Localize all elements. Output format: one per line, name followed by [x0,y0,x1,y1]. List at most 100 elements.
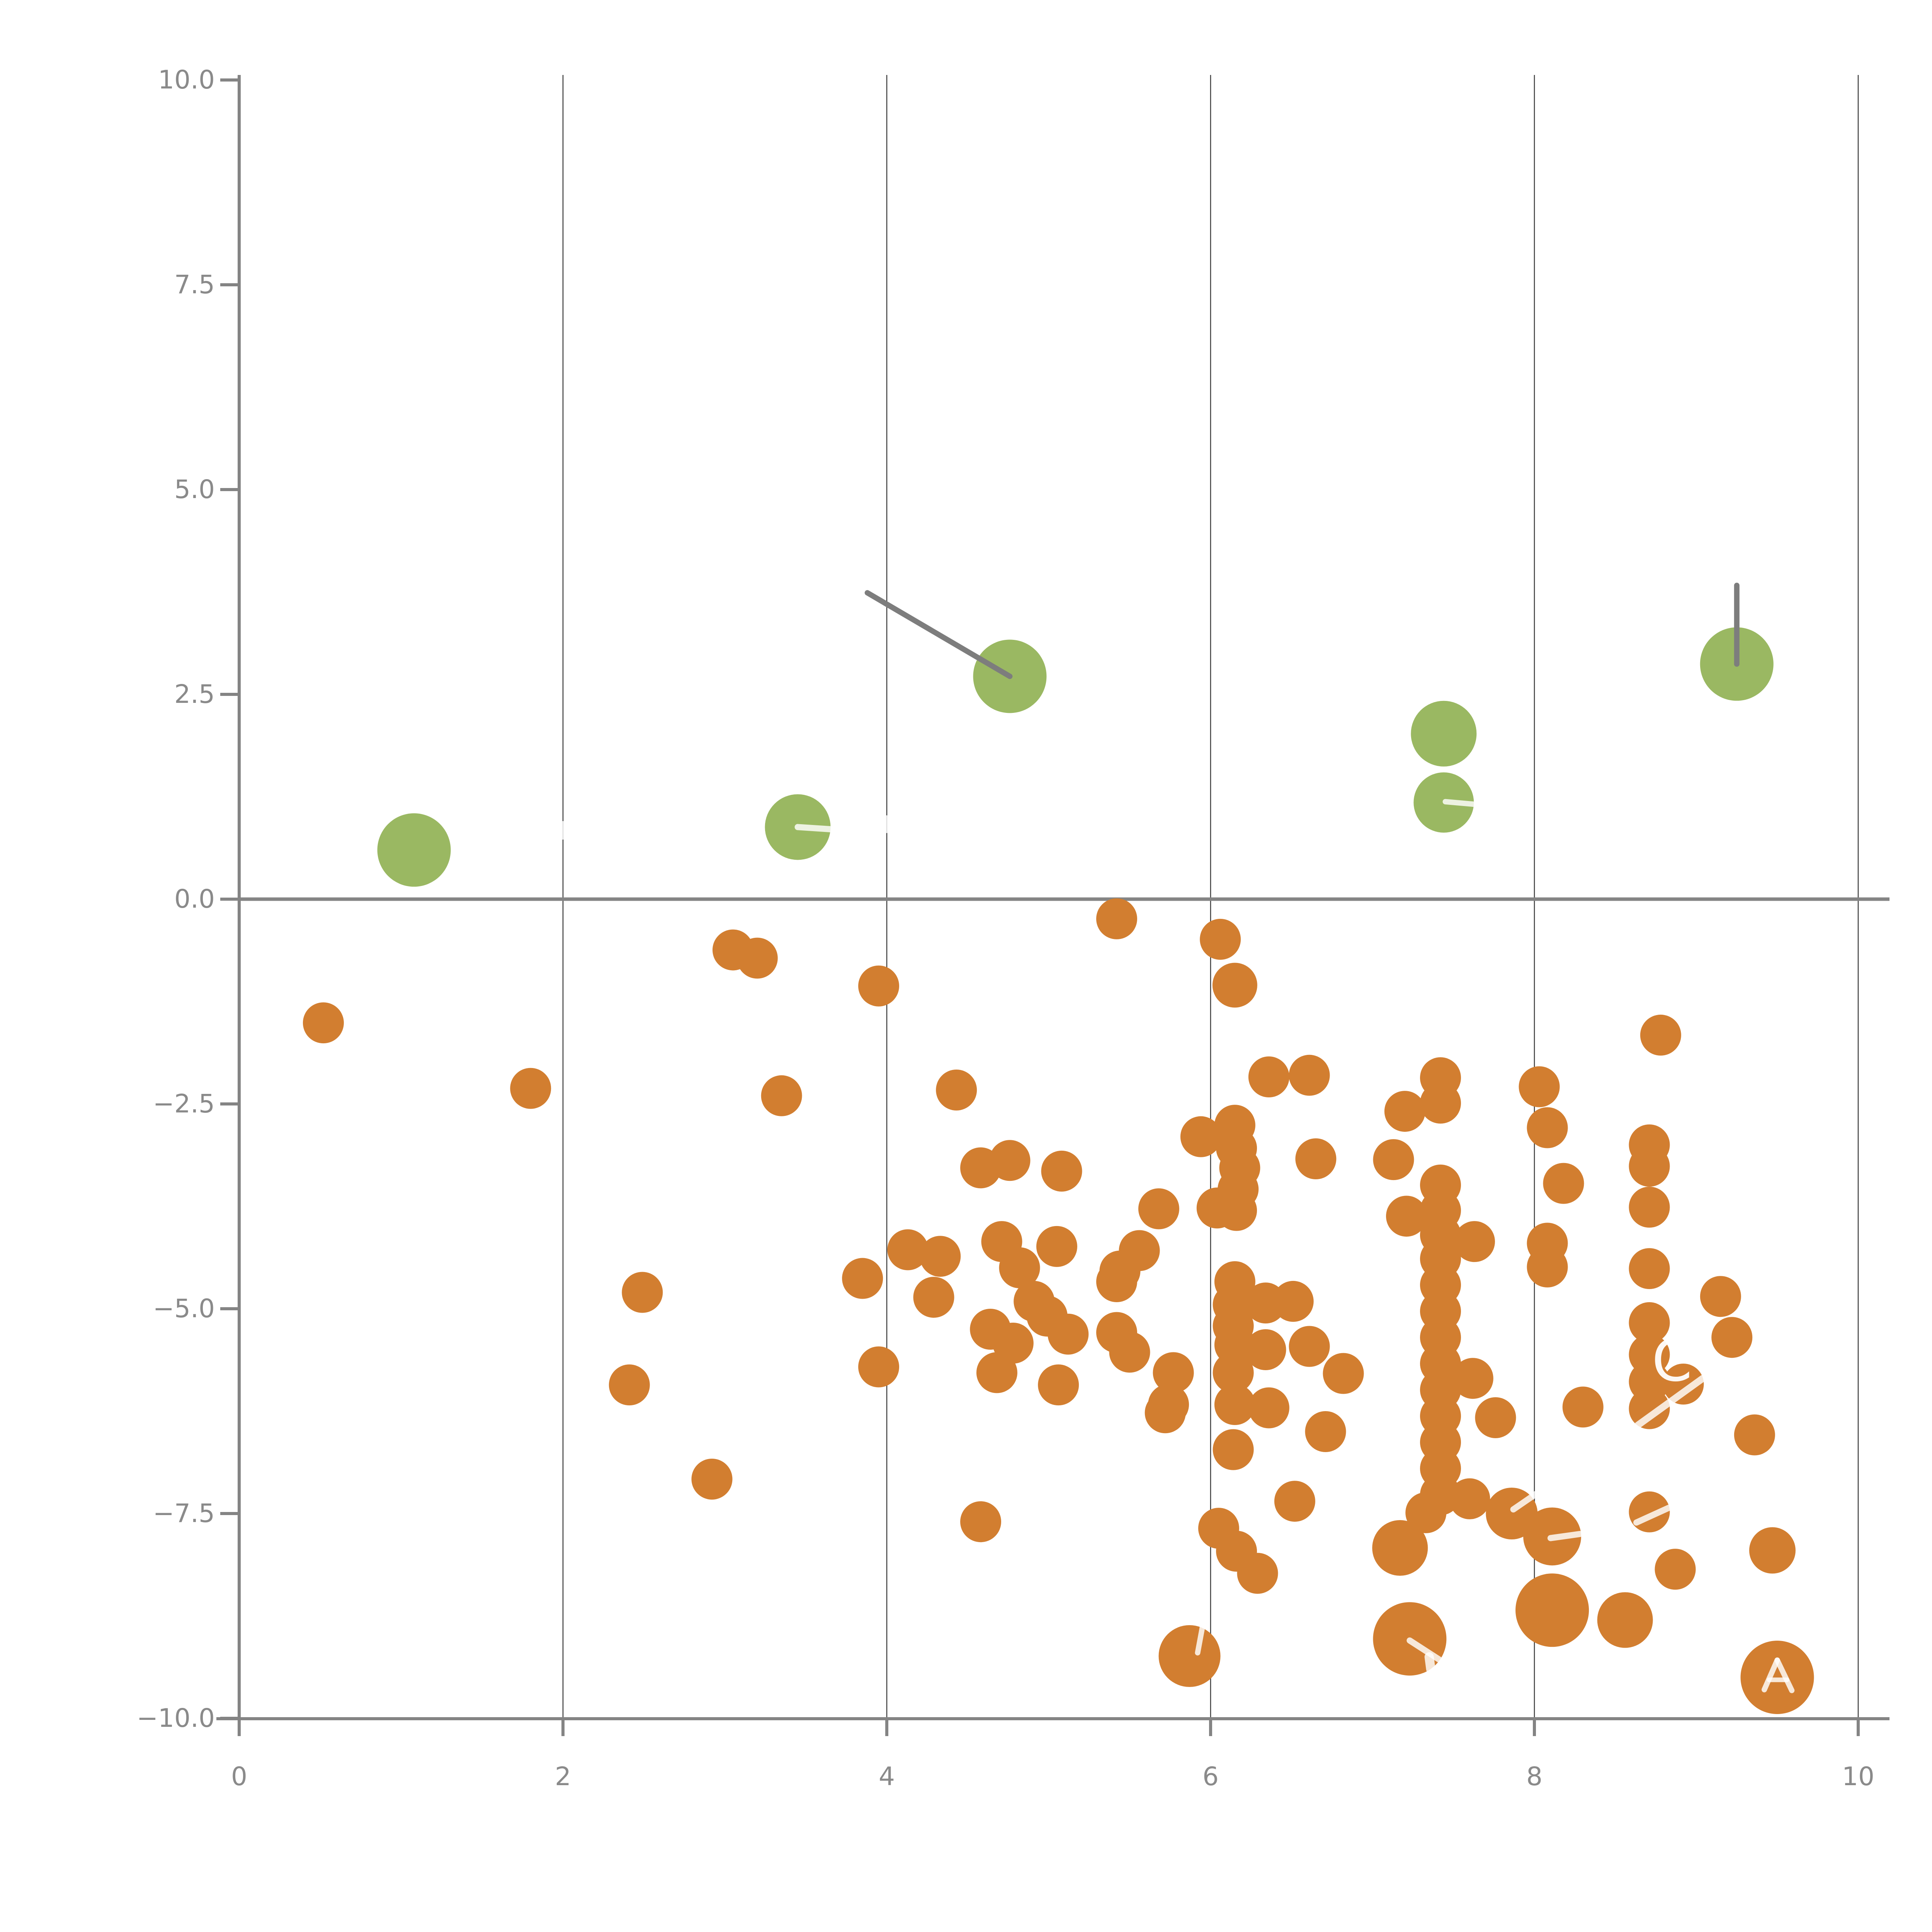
white-annotation-stroke [1442,799,1476,807]
scatter-point-orange [1295,1138,1337,1180]
scatter-point-orange [1373,1139,1414,1180]
scatter-point-orange [1519,1066,1560,1107]
scatter-point-orange [1452,1358,1493,1399]
scatter-point-orange [1663,1364,1704,1405]
scatter-point-orange [1420,1082,1461,1124]
scatter-point-orange [920,1236,961,1277]
x-tick-label: 0 [231,1762,247,1791]
scatter-point-orange [960,1501,1002,1543]
scatter-point-orange [842,1258,883,1299]
scatter-point-orange [1527,1246,1568,1287]
y-tick-label: 10.0 [158,65,215,95]
scatter-point-orange [1515,1573,1589,1647]
scatter-point-orange [303,1002,344,1044]
scatter-point-orange [1248,1387,1289,1429]
scatter-point-orange [1640,1014,1681,1056]
white-annotation-stroke [1774,1657,1795,1693]
scatter-point-orange [1475,1397,1516,1438]
scatter-point-orange [1655,1549,1696,1590]
scatter-point-orange [609,1364,650,1406]
scatter-point-orange [1289,1054,1330,1096]
scatter-point-orange [1248,1056,1289,1098]
scatter-point-orange [1527,1107,1568,1148]
y-tick-label: 7.5 [174,270,215,299]
scatter-point-orange [736,937,778,979]
scatter-point-orange [1038,1364,1079,1406]
white-annotation-stroke [1424,1652,1435,1674]
scatter-point-orange [858,1346,900,1388]
scatter-point-orange [1562,1386,1604,1428]
x-tick-label: 10 [1842,1762,1874,1791]
scatter-point-orange [1213,1429,1254,1470]
scatter-point-orange [1405,1492,1447,1533]
scatter-point-orange [1213,1352,1254,1393]
scatter-point-orange [1749,1527,1796,1574]
scatter-point-green [377,813,451,887]
scatter-point-orange [1245,1329,1286,1370]
white-annotation-stroke [1510,1491,1539,1513]
scatter-point-orange [1180,1116,1221,1157]
leader-line [864,590,1013,679]
scatter-point-orange [1109,1332,1150,1373]
scatter-point-orange [1305,1411,1346,1452]
scatter-point-orange [1212,963,1257,1008]
white-annotation-stroke [1633,1505,1672,1526]
scatter-point-orange [761,1075,802,1116]
scatter-point-orange [999,1247,1040,1288]
scatter-point-orange [1214,1384,1255,1425]
scatter-point-orange [1629,1302,1670,1344]
scatter-point-orange [1449,1478,1490,1519]
scatter-point-green [1411,701,1477,767]
white-annotation-stroke [1547,1531,1583,1541]
scatter-point-orange [510,1068,551,1109]
y-tick-label: −5.0 [153,1294,215,1323]
y-tick-label: 5.0 [174,474,215,504]
scatter-point-orange [1145,1392,1186,1434]
scatter-point-orange [936,1069,977,1111]
scatter-point-orange [1597,1592,1653,1648]
scatter-point-orange [1138,1188,1179,1230]
scatter-point-orange [1711,1317,1753,1358]
scatter-point-orange [1245,1282,1286,1324]
scatter-point-orange [989,1140,1031,1181]
y-tick-label: −7.5 [153,1498,215,1528]
y-tick-label: 0.0 [174,884,215,914]
scatter-point-orange [1041,1150,1082,1192]
scatter-point-orange [1216,1190,1257,1231]
scatter-point-orange [1629,1248,1670,1289]
y-tick-label: 2.5 [174,679,215,709]
scatter-point-orange [913,1277,954,1318]
scatter-point-orange [858,965,900,1007]
white-annotation-stroke [1195,1624,1206,1656]
scatter-point-orange [1096,1261,1137,1303]
scatter-point-orange [1289,1326,1330,1367]
scatter-point-orange [1543,1163,1584,1204]
white-annotation-stroke [1634,1375,1706,1429]
scatter-point-orange [1096,898,1137,939]
x-tick-label: 8 [1526,1762,1543,1791]
scatter-point-orange [1700,1276,1741,1317]
scatter-point-orange [1734,1414,1775,1456]
scatter-point-orange [1629,1187,1670,1228]
white-annotation-stroke [1761,1657,1780,1692]
scatter-point-orange [1323,1353,1364,1394]
scatter-point-orange [1740,1641,1814,1714]
scatter-point-orange [1237,1553,1278,1594]
scatter-point-orange [887,1229,929,1270]
scatter-point-orange [1200,918,1241,960]
scatter-point-orange [1048,1313,1089,1355]
white-annotation-stroke [794,824,838,833]
y-tick-label: −2.5 [153,1089,215,1119]
x-tick-label: 6 [1202,1762,1219,1791]
scatter-point-orange [1153,1352,1194,1393]
white-annotation-stroke [1406,1637,1442,1663]
scatter-point-orange [1036,1226,1077,1267]
x-tick-label: 4 [879,1762,895,1791]
scatter-point-orange [622,1272,663,1313]
scatter-point-orange [1454,1221,1495,1262]
scatter-point-orange [1372,1520,1428,1576]
scatter-point-orange [1629,1388,1670,1429]
x-tick-label: 2 [555,1762,571,1791]
